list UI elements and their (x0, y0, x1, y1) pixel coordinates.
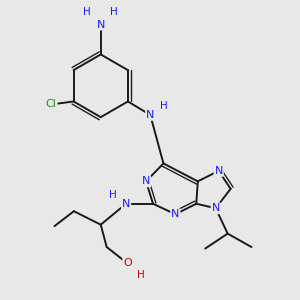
Text: Cl: Cl (46, 100, 57, 110)
Text: H: H (160, 101, 168, 111)
Text: H: H (83, 7, 91, 17)
Text: N: N (212, 203, 220, 213)
Text: N: N (146, 110, 154, 120)
Text: N: N (142, 176, 150, 186)
Text: N: N (122, 199, 130, 209)
Text: O: O (123, 259, 132, 269)
Text: H: H (110, 7, 118, 17)
Text: H: H (137, 270, 145, 280)
Text: H: H (109, 190, 116, 200)
Text: N: N (214, 166, 223, 176)
Text: N: N (171, 209, 180, 219)
Text: N: N (97, 20, 105, 30)
